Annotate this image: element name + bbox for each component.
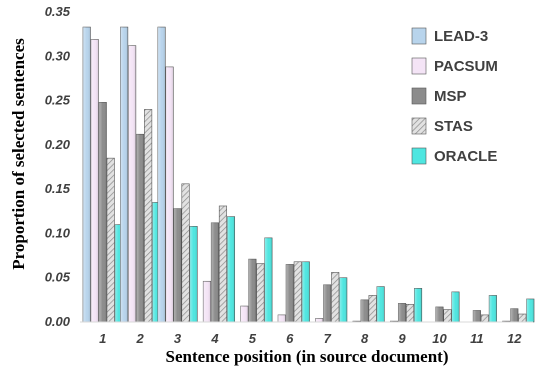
bar-msp-9: [397, 303, 407, 323]
bar-lead-3-2: [120, 26, 129, 323]
bar-msp-3: [173, 208, 182, 323]
legend: LEAD-3 PACSUM MSP STAS ORACLE: [411, 27, 498, 165]
x-tick-label: 8: [361, 331, 369, 346]
bar-oracle-4: [226, 216, 236, 323]
legend-swatch: [411, 117, 427, 135]
legend-swatch: [411, 147, 427, 165]
bar-pacsum-6: [277, 314, 286, 323]
bar-oracle-8: [376, 286, 385, 323]
y-tick-label: 0.25: [45, 93, 71, 108]
bar-msp-11: [472, 310, 481, 323]
bar-msp-2: [136, 133, 145, 323]
bar-stas-2: [144, 109, 153, 323]
bar-oracle-5: [264, 237, 273, 323]
bar-msp-7: [323, 284, 332, 323]
bar-msp-1: [98, 102, 107, 323]
y-tick-label: 0.00: [45, 314, 71, 329]
bar-msp-12: [510, 308, 519, 323]
bar-stas-6: [293, 261, 302, 323]
y-tick-label: 0.35: [45, 4, 71, 19]
bar-msp-6: [285, 264, 294, 323]
bar-oracle-12: [526, 298, 535, 323]
y-axis-title: Proportion of selected sentences: [9, 38, 28, 270]
bar-oracle-9: [413, 288, 423, 323]
legend-label: PACSUM: [434, 58, 498, 75]
x-axis-title: Sentence position (in source document): [165, 347, 448, 366]
bar-pacsum-7: [315, 318, 324, 323]
bar-stas-7: [331, 272, 340, 323]
bar-stas-10: [443, 309, 452, 323]
x-tick-label: 2: [136, 331, 145, 346]
y-tick-label: 0.15: [45, 181, 71, 196]
bar-oracle-11: [488, 295, 497, 323]
bar-stas-4: [218, 205, 228, 323]
bar-oracle-7: [339, 277, 348, 323]
bar-stas-12: [518, 313, 527, 323]
x-tick-label: 12: [507, 331, 522, 346]
legend-label: MSP: [434, 88, 467, 105]
bar-msp-5: [248, 258, 257, 323]
legend-label: STAS: [434, 118, 473, 135]
axes-layer: 1 2 3 4 5 6 7 8 9 10 11 120.000.050.100.150.200.250…: [45, 4, 533, 346]
bar-pacsum-3: [165, 66, 174, 323]
y-tick-label: 0.05: [45, 270, 71, 285]
x-tick-label: 7: [324, 331, 332, 346]
x-tick-label: 6: [286, 331, 294, 346]
legend-label: LEAD-3: [434, 28, 488, 45]
x-tick-label: 3: [174, 331, 182, 346]
x-tick-label: 9: [398, 331, 406, 346]
bar-msp-10: [435, 306, 444, 323]
bar-stas-3: [181, 183, 190, 323]
bar-oracle-6: [301, 261, 310, 323]
bar-stas-9: [405, 303, 415, 323]
bar-pacsum-5: [240, 305, 249, 323]
legend-swatch: [411, 57, 427, 75]
y-tick-label: 0.10: [45, 225, 71, 240]
y-tick-label: 0.30: [45, 48, 71, 63]
legend-swatch: [411, 27, 427, 45]
x-tick-label: 5: [249, 331, 257, 346]
bar-pacsum-1: [90, 39, 99, 323]
bar-lead-3-1: [82, 26, 91, 323]
y-tick-label: 0.20: [45, 137, 71, 152]
bar-stas-5: [256, 263, 265, 323]
bar-pacsum-4: [202, 280, 212, 323]
x-tick-label: 1: [99, 331, 106, 346]
bar-stas-1: [106, 157, 115, 323]
bar-msp-4: [210, 222, 220, 323]
bar-pacsum-2: [128, 45, 137, 323]
bar-stas-11: [480, 314, 489, 323]
x-tick-label: 10: [432, 331, 447, 346]
bar-msp-8: [360, 299, 369, 323]
legend-swatch: [411, 87, 427, 105]
x-tick-label: 4: [210, 331, 219, 346]
bar-lead-3-3: [157, 26, 166, 323]
legend-label: ORACLE: [434, 148, 497, 165]
bar-oracle-3: [189, 226, 198, 323]
bar-stas-8: [368, 295, 377, 323]
bar-oracle-10: [451, 291, 460, 323]
x-tick-label: 11: [470, 331, 484, 346]
